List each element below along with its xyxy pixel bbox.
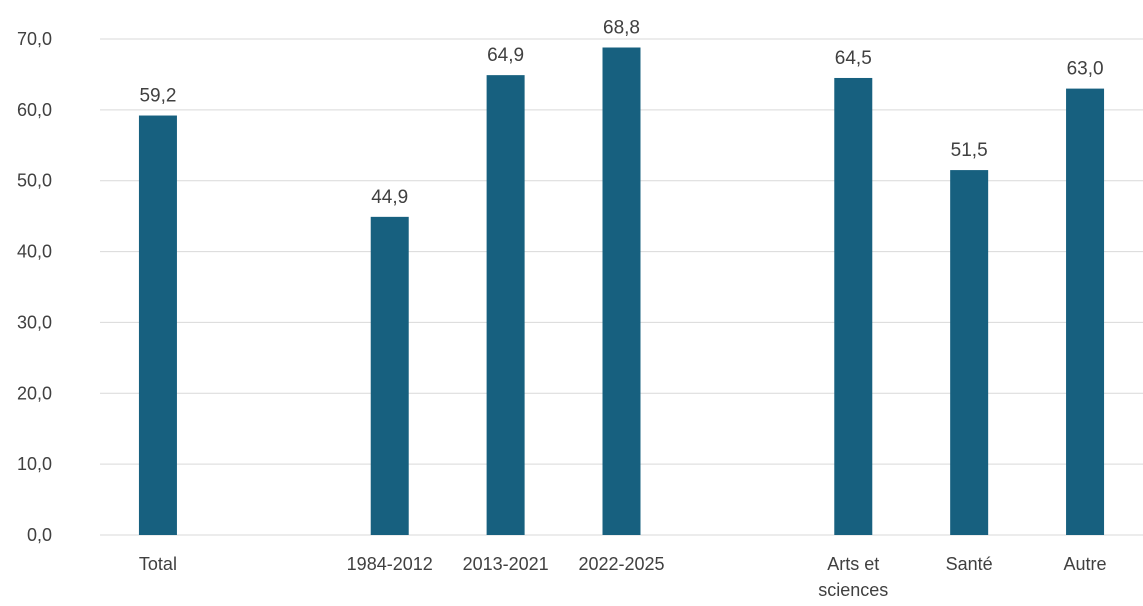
bar [370,216,409,535]
category-label: 2022-2025 [578,554,664,574]
data-label: 59,2 [139,86,176,107]
y-tick-label: 10,0 [17,454,52,474]
category-label: 1984-2012 [347,554,433,574]
category-label: Autre [1064,554,1107,574]
y-tick-label: 60,0 [17,100,52,120]
y-tick-label: 70,0 [17,29,52,49]
data-label: 64,9 [487,45,524,66]
data-label: 68,8 [603,18,640,39]
y-tick-label: 0,0 [27,525,52,545]
data-label: 44,9 [371,187,408,208]
category-label: Arts et [827,554,879,574]
y-tick-label: 40,0 [17,242,52,262]
data-label: 63,0 [1067,59,1104,80]
data-label: 64,5 [835,48,872,69]
category-label: Total [139,554,177,574]
category-label: sciences [818,580,888,600]
category-label: Santé [946,554,993,574]
bar [602,47,641,535]
data-labels: 59,2 44,9 64,9 68,8 64,5 51,5 63,0 [139,18,1103,208]
x-axis-category-labels: Total 1984-2012 2013-2021 2022-2025 Arts et s… [139,554,1107,600]
y-tick-label: 20,0 [17,383,52,403]
bar [1066,88,1105,535]
bar [834,77,873,535]
bars [138,47,1105,536]
y-axis-tick-labels: 0,0 10,0 20,0 30,0 40,0 50,0 60,0 70,0 [17,29,52,545]
category-label: 2013-2021 [463,554,549,574]
y-tick-label: 30,0 [17,312,52,332]
y-tick-label: 50,0 [17,171,52,191]
data-label: 51,5 [951,140,988,161]
bar [950,170,989,536]
bar [486,75,525,535]
bar [138,115,177,536]
